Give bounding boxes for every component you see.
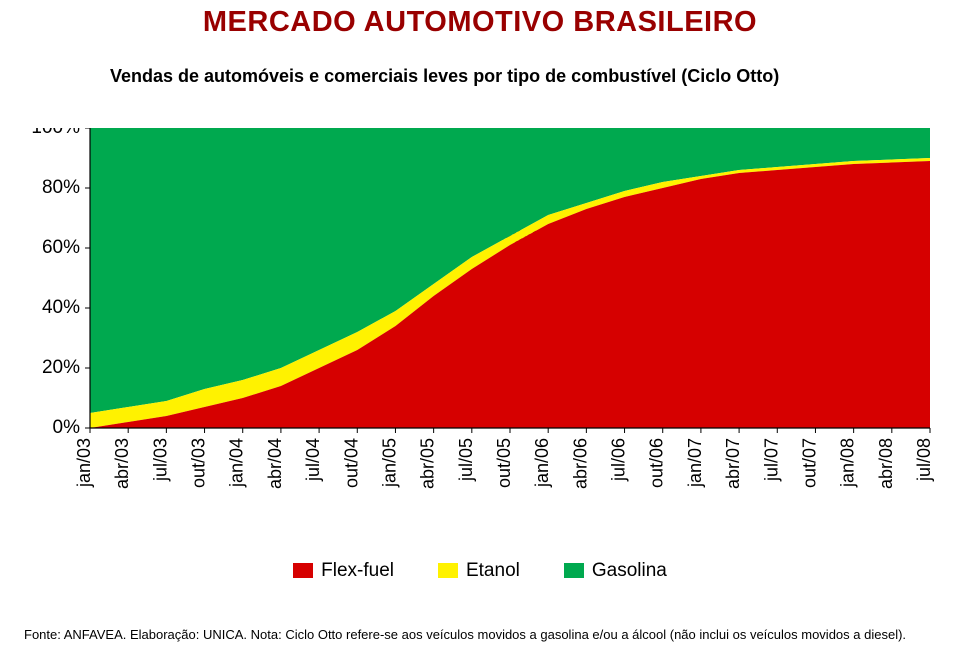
legend-label: Flex-fuel bbox=[321, 560, 394, 581]
x-tick-label: abr/04 bbox=[265, 438, 285, 489]
legend-label: Etanol bbox=[466, 560, 520, 581]
x-tick-label: jan/08 bbox=[838, 438, 858, 488]
y-tick-label: 0% bbox=[53, 417, 81, 438]
x-tick-label: out/03 bbox=[189, 438, 209, 488]
chart-legend: Flex-fuel Etanol Gasolina bbox=[0, 560, 960, 582]
legend-swatch bbox=[293, 563, 313, 578]
x-tick-label: jul/07 bbox=[761, 438, 781, 482]
x-tick-label: jan/03 bbox=[74, 438, 94, 488]
x-tick-label: out/05 bbox=[494, 438, 514, 488]
x-tick-label: out/07 bbox=[799, 438, 819, 488]
x-tick-label: jul/05 bbox=[456, 438, 476, 482]
x-tick-label: abr/07 bbox=[723, 438, 743, 489]
stacked-area-chart: 0% 20% 40% 60% 80% 100% jan/03 abr/03 jul/03 out/… bbox=[24, 128, 936, 558]
page-title: MERCADO AUTOMOTIVO BRASILEIRO bbox=[0, 6, 960, 39]
chart-subtitle: Vendas de automóveis e comerciais leves … bbox=[110, 65, 910, 88]
y-tick-label: 80% bbox=[42, 177, 80, 198]
x-tick-label: abr/05 bbox=[418, 438, 438, 489]
legend-swatch bbox=[564, 563, 584, 578]
x-tick-label: jul/03 bbox=[150, 438, 170, 482]
x-tick-label: jan/05 bbox=[379, 438, 399, 488]
y-tick-label: 20% bbox=[42, 357, 80, 378]
y-tick-label: 100% bbox=[31, 128, 80, 138]
legend-label: Gasolina bbox=[592, 560, 667, 581]
x-tick-label: jan/04 bbox=[227, 438, 247, 488]
x-tick-label: abr/06 bbox=[570, 438, 590, 489]
x-tick-label: jul/08 bbox=[914, 438, 934, 482]
legend-item: Etanol bbox=[438, 560, 520, 582]
legend-item: Gasolina bbox=[564, 560, 667, 582]
legend-item: Flex-fuel bbox=[293, 560, 394, 582]
x-tick-label: jan/07 bbox=[685, 438, 705, 488]
chart-svg: 0% 20% 40% 60% 80% 100% jan/03 abr/03 jul/03 out/… bbox=[24, 128, 936, 558]
x-tick-label: jan/06 bbox=[532, 438, 552, 488]
x-tick-label: out/04 bbox=[341, 438, 361, 488]
y-tick-label: 40% bbox=[42, 297, 80, 318]
x-tick-label: abr/08 bbox=[876, 438, 896, 489]
legend-swatch bbox=[438, 563, 458, 578]
x-tick-label: out/06 bbox=[647, 438, 667, 488]
chart-footnote: Fonte: ANFAVEA. Elaboração: UNICA. Nota:… bbox=[24, 626, 920, 644]
x-tick-label: jul/04 bbox=[303, 438, 323, 482]
x-tick-label: jul/06 bbox=[609, 438, 629, 482]
x-tick-label: abr/03 bbox=[112, 438, 132, 489]
y-tick-label: 60% bbox=[42, 237, 80, 258]
